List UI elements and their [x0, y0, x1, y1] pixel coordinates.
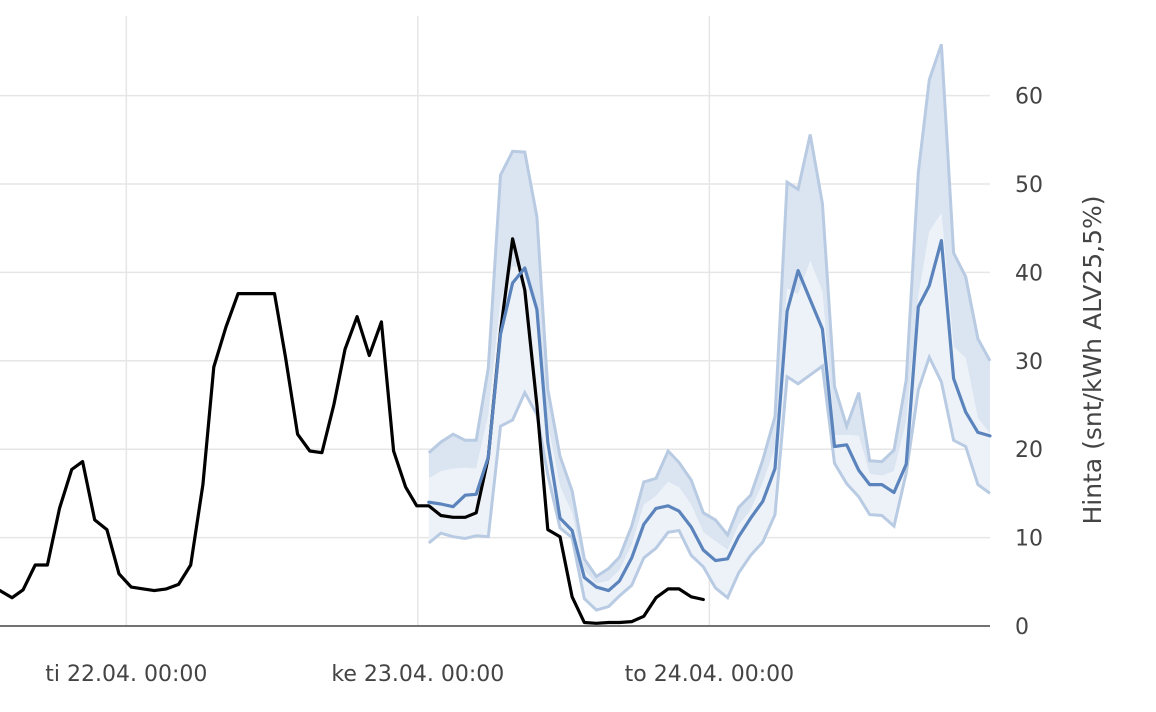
- series-lines: [0, 237, 992, 625]
- axes: 0 10 20 30 40 50 60 ti 22.04. 00:00 ke 23.04. 00…: [0, 85, 1043, 687]
- actual-price-line: [0, 237, 705, 625]
- forecast-price-line: [427, 239, 992, 593]
- forecast-band: [427, 43, 992, 612]
- band-upper-fill: [428, 44, 990, 584]
- y-axis-title: Hinta (snt/kWh ALV25,5%): [1078, 195, 1107, 524]
- y-tick-label: 20: [1015, 438, 1043, 463]
- x-tick-label: ke 23.04. 00:00: [331, 662, 504, 687]
- y-tick-label: 50: [1015, 173, 1043, 198]
- y-tick-label: 10: [1015, 527, 1043, 552]
- y-tick-label: 0: [1015, 615, 1029, 640]
- y-tick-label: 40: [1015, 261, 1043, 286]
- y-tick-label: 30: [1015, 350, 1043, 375]
- x-tick-label: to 24.04. 00:00: [625, 662, 794, 687]
- band-lower-fill: [428, 213, 990, 611]
- x-tick-label: ti 22.04. 00:00: [45, 662, 207, 687]
- band-lower-edge: [427, 353, 991, 612]
- y-tick-label: 60: [1015, 85, 1043, 110]
- band-upper-edge: [427, 43, 992, 579]
